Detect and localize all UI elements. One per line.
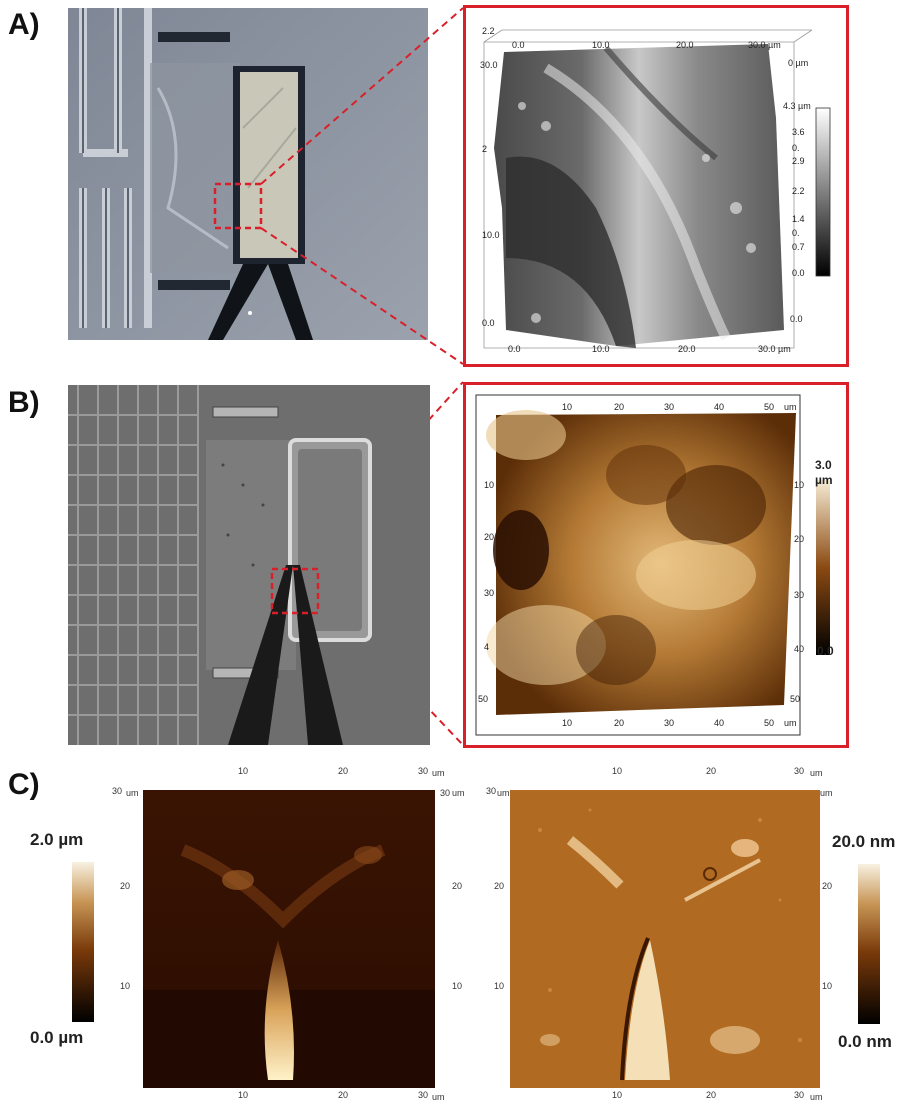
b-top-tick: 20 [614,402,625,412]
cl-top-tick: 10 [238,766,249,776]
c-left-scale-top: 2.0 µm [30,830,84,849]
a-colorbar-tick: 0. [792,228,800,238]
b-left-tick: 50 [478,694,489,704]
cr-bottom-tick: 20 [706,1090,717,1100]
a-colorbar-tick: 0.7 [792,242,805,252]
b-bottom-unit: um [784,718,797,728]
a-bottom-tick: 20.0 [678,344,696,354]
b-top-tick: 30 [664,402,675,412]
cl-top-unit: um [432,768,445,778]
b-top-tick: 10 [562,402,573,412]
a-colorbar-tick: 2.2 [792,186,805,196]
afm-3d-frame-b [463,382,849,748]
cr-bottom-tick: 10 [612,1090,623,1100]
a-top-tick: 30.0 µm [748,40,781,50]
optical-image-b [68,385,430,745]
cl-right-unit: um [452,788,465,798]
a-corner-label: 2.2 [482,26,495,36]
cl-left-unit: um [126,788,139,798]
panel-c-label: C) [8,768,40,801]
cl-bottom-tick: 20 [338,1090,349,1100]
cr-top-tick: 30 [794,766,805,776]
cl-left-tick: 10 [120,981,131,991]
cr-left-unit: um [497,788,510,798]
c-right-scale-top: 20.0 nm [832,832,896,851]
cr-left-tick: 10 [494,981,505,991]
b-top-tick: 50 [764,402,775,412]
cr-top-tick: 20 [706,766,717,776]
optical-image-a [68,8,428,340]
cr-right-tick: 20 [822,881,833,891]
cl-top-tick: 20 [338,766,349,776]
a-bottom-tick: 0.0 [508,344,521,354]
a-colorbar-tick: 1.4 [792,214,805,224]
a-colorbar-tick: 2.9 [792,156,805,166]
cl-left-tick: 20 [120,881,131,891]
b-right-tick: 10 [794,480,805,490]
b-colorbar-unit: µm [815,473,833,487]
cl-bottom-tick: 10 [238,1090,249,1100]
a-top-tick: 10.0 [592,40,610,50]
a-colorbar-top: 4.3 µm [783,101,811,111]
b-bottom-tick: 50 [764,718,775,728]
b-bottom-tick: 40 [714,718,725,728]
cr-right-tick: 10 [822,981,833,991]
cr-left-tick: 30 [486,786,497,796]
cl-bottom-unit: um [432,1092,445,1102]
b-right-tick: 20 [794,534,805,544]
cl-bottom-tick: 30 [418,1090,429,1100]
afm-height-image [143,790,435,1088]
cr-left-tick: 20 [494,881,505,891]
b-top-unit: um [784,402,797,412]
c-right-colorbar [858,864,880,1024]
b-right-tick: 30 [794,590,805,600]
b-top-tick: 40 [714,402,725,412]
panel-b-label: B) [8,386,40,419]
panel-a-label: A) [8,8,40,41]
cl-top-tick: 30 [418,766,429,776]
a-left-tick: 0.0 [482,318,495,328]
afm-3d-frame-a [463,5,849,367]
b-right-tick: 50 [790,694,801,704]
b-bottom-tick: 10 [562,718,573,728]
b-left-tick: 30 [484,588,495,598]
a-colorbar-tick: 3.6 [792,127,805,137]
b-right-tick: 40 [794,644,805,654]
a-left-tick: 2 [482,144,488,154]
b-left-tick: 4 [484,642,490,652]
cr-bottom-tick: 30 [794,1090,805,1100]
cr-right-unit: um [820,788,833,798]
b-bottom-tick: 20 [614,718,625,728]
cl-right-tick: 20 [452,881,463,891]
a-left-tick: 10.0 [482,230,500,240]
b-bottom-tick: 30 [664,718,675,728]
a-bottom-tick: 30.0 µm [758,344,791,354]
a-top-tick: 20.0 [676,40,694,50]
a-colorbar-tick: 0.0 [792,268,805,278]
a-right-tick: 0.0 [790,314,803,324]
a-right-tick: 0 µm [788,58,809,68]
b-left-tick: 10 [484,480,495,490]
cr-bottom-unit: um [810,1092,823,1102]
c-left-colorbar [72,862,94,1022]
a-left-tick: 30.0 [480,60,498,70]
a-top-tick: 0.0 [512,40,525,50]
cl-right-tick: 30 [440,788,451,798]
b-colorbar-bottom: 0.0 [817,644,834,658]
c-right-scale-bottom: 0.0 nm [838,1032,892,1051]
afm-amplitude-image [510,790,820,1088]
cl-right-tick: 10 [452,981,463,991]
b-left-tick: 20 [484,532,495,542]
cr-top-unit: um [810,768,823,778]
a-bottom-tick: 10.0 [592,344,610,354]
cr-top-tick: 10 [612,766,623,776]
b-colorbar-top: 3.0 [815,458,832,472]
cl-left-tick: 30 [112,786,123,796]
c-left-scale-bottom: 0.0 µm [30,1028,84,1047]
a-colorbar-tick: 0. [792,143,800,153]
